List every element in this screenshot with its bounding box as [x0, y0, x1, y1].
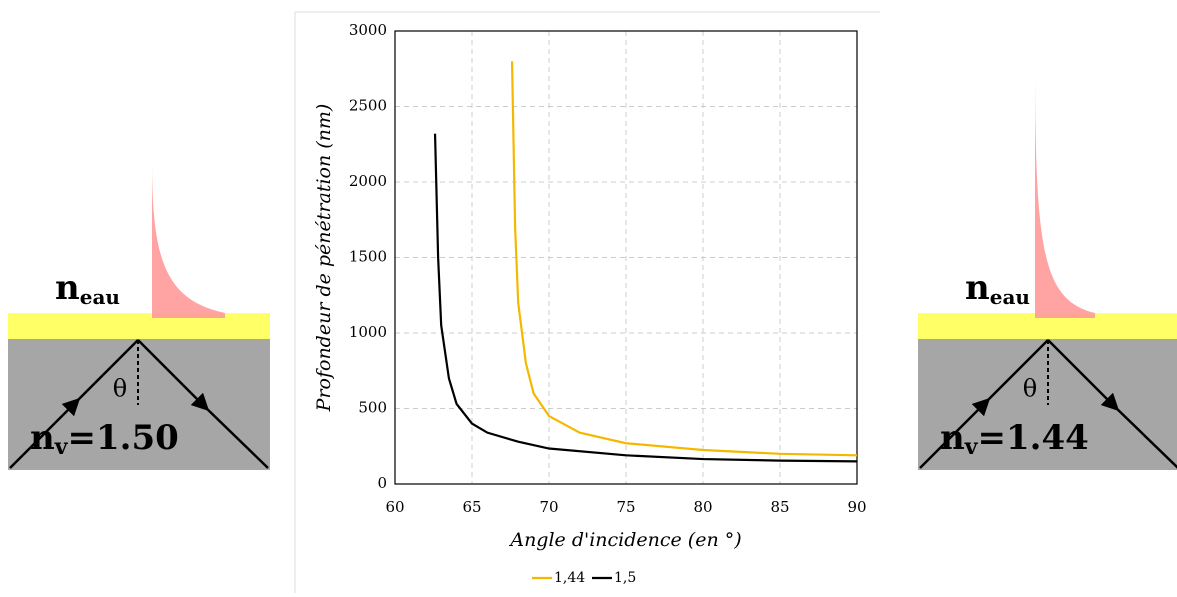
- medium-symbol: n: [55, 268, 80, 308]
- glass-value: =1.44: [978, 418, 1089, 458]
- y-tick-label: 1500: [349, 248, 387, 266]
- y-tick-label: 1000: [349, 323, 387, 341]
- evanescent-wave: [1035, 55, 1095, 318]
- evanescent-wave: [152, 160, 225, 318]
- y-tick-label: 2000: [349, 172, 387, 190]
- water-layer: [8, 313, 270, 339]
- x-tick-label: 90: [847, 498, 866, 516]
- x-tick-label: 65: [462, 498, 481, 516]
- medium-label: neau: [55, 268, 120, 309]
- y-axis-label: Profondeur de pénétration (nm): [313, 104, 335, 413]
- x-tick-label: 80: [693, 498, 712, 516]
- ray-in: [919, 397, 991, 469]
- ray-out: [1047, 339, 1120, 412]
- ray-out: [137, 339, 210, 412]
- y-tick-label: 2500: [349, 97, 387, 115]
- glass-sub: v: [964, 434, 979, 460]
- plot-frame: [394, 30, 858, 485]
- x-tick-label: 60: [385, 498, 404, 516]
- medium-sub: eau: [80, 285, 120, 309]
- ray-out: [1112, 404, 1177, 469]
- glass-label: nv=1.50: [30, 418, 179, 460]
- x-tick-label: 70: [539, 498, 558, 516]
- angle-label: θ: [1023, 375, 1037, 403]
- ray-out: [202, 404, 269, 469]
- glass-value: =1.50: [68, 418, 179, 458]
- x-axis-label: Angle d'incidence (en °): [508, 529, 741, 551]
- series-line: [510, 61, 858, 457]
- x-tick-label: 85: [770, 498, 789, 516]
- y-tick-label: 0: [377, 474, 387, 492]
- series-line: [433, 133, 858, 463]
- medium-label: neau: [965, 268, 1030, 309]
- medium-symbol: n: [965, 268, 990, 308]
- legend-label: 1,44: [554, 570, 585, 586]
- y-tick-label: 500: [358, 399, 387, 417]
- angle-label: θ: [113, 375, 127, 403]
- ray-in: [73, 339, 139, 405]
- y-tick-label: 3000: [349, 21, 387, 39]
- glass-label: nv=1.44: [940, 418, 1089, 460]
- ray-in: [983, 339, 1049, 405]
- glass-symbol: n: [940, 418, 965, 458]
- glass-symbol: n: [30, 418, 55, 458]
- x-tick-label: 75: [616, 498, 635, 516]
- glass-sub: v: [54, 434, 69, 460]
- medium-sub: eau: [990, 285, 1030, 309]
- legend-label: 1,5: [614, 570, 636, 586]
- ray-in: [9, 397, 81, 469]
